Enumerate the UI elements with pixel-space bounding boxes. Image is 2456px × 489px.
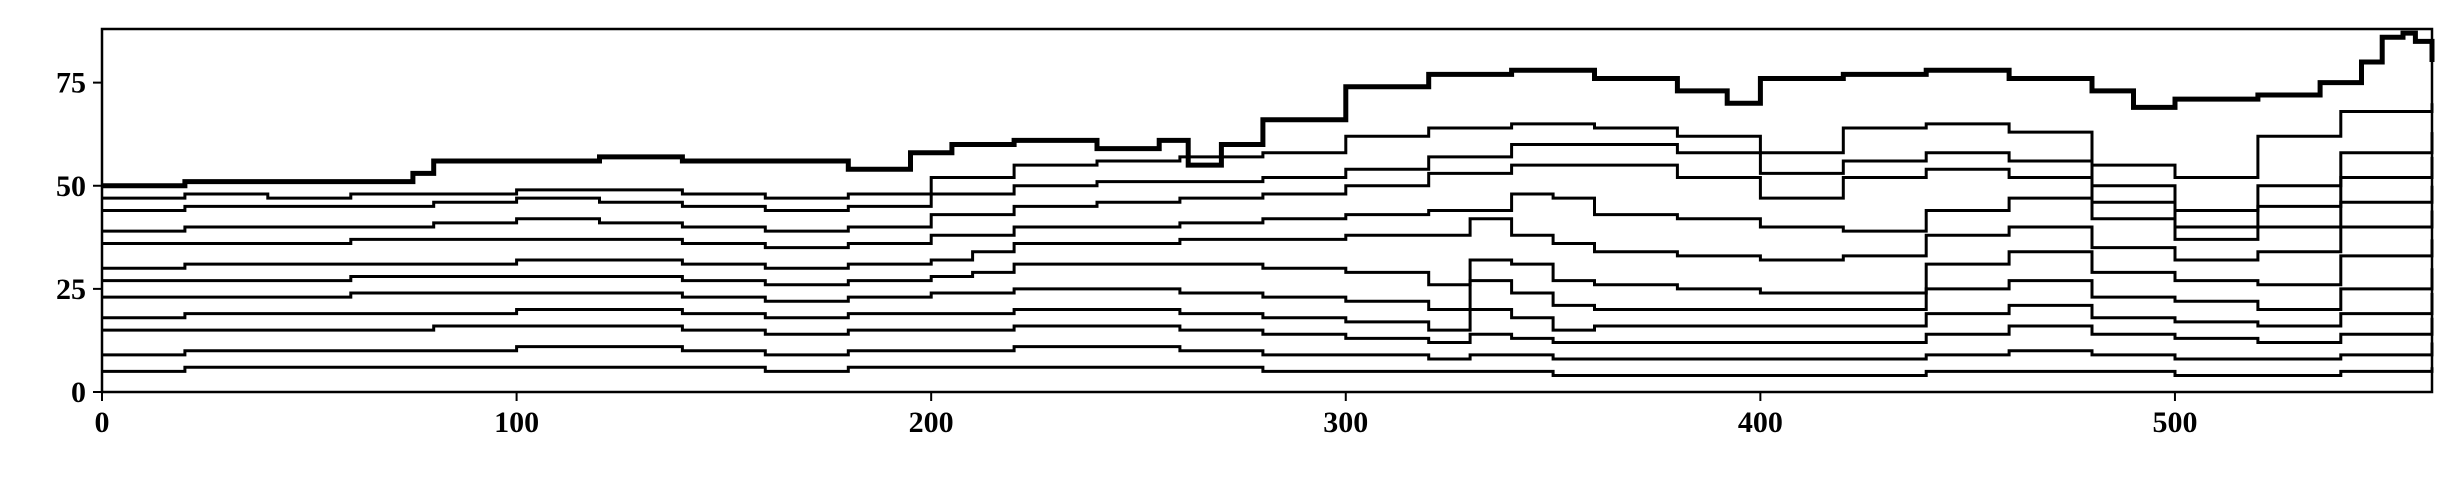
x-axis: 0 100 200 300 400 500 [95, 392, 2197, 439]
x-tick-label: 200 [909, 406, 954, 439]
x-tick-label: 0 [95, 406, 110, 439]
y-tick-label: 0 [71, 376, 86, 409]
series-line-1 [102, 30, 2435, 189]
series-line-9 [102, 293, 2434, 332]
x-tick-label: 500 [2152, 406, 2197, 439]
y-axis: 0 25 50 75 [56, 67, 102, 409]
series-line-12 [102, 365, 2434, 377]
series-line-3 [102, 132, 2434, 212]
series-line-5 [102, 185, 2434, 250]
series-line-7 [102, 239, 2434, 295]
series-line-8 [102, 268, 2434, 311]
y-tick-label: 50 [56, 170, 86, 203]
series-line-11 [102, 342, 2434, 361]
x-tick-label: 400 [1738, 406, 1783, 439]
x-tick-label: 300 [1323, 406, 1368, 439]
series-line-4 [102, 156, 2434, 233]
series-line-10 [102, 317, 2434, 344]
x-tick-label: 100 [494, 406, 539, 439]
y-tick-label: 25 [56, 273, 86, 306]
series-layer [102, 30, 2435, 377]
series-line-2 [102, 103, 2434, 200]
y-tick-label: 75 [56, 67, 86, 100]
plot-frame [100, 27, 2434, 394]
series-line-6 [102, 210, 2434, 270]
